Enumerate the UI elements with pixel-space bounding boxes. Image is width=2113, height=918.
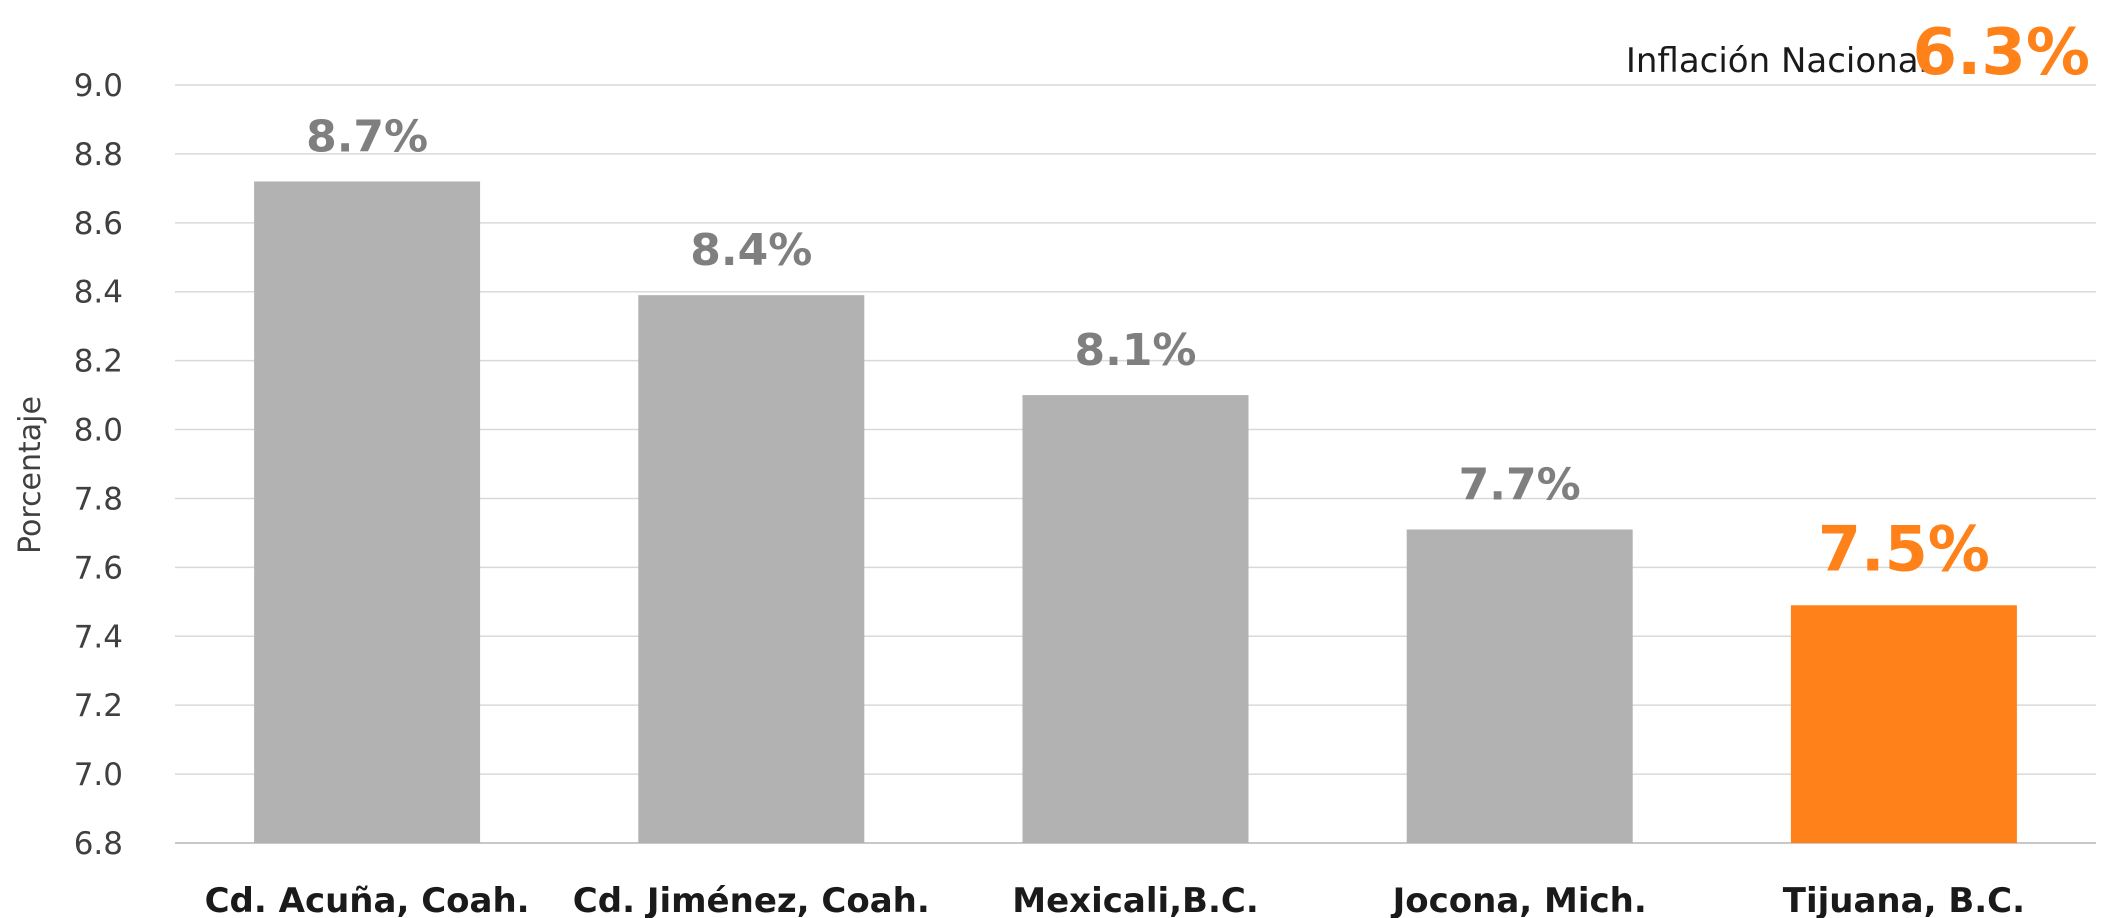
bars [254, 181, 2017, 844]
y-tick-label: 8.4 [74, 275, 123, 311]
bar [1406, 529, 1633, 843]
y-tick-label: 7.0 [74, 757, 123, 793]
x-axis-categories: Cd. Acuña, Coah. Cd. Jiménez, Coah. Mexica… [205, 881, 2025, 918]
data-labels: 8.7% 8.4% 8.1% 7.7% 7.5% [306, 111, 1990, 585]
y-tick-label: 7.8 [74, 481, 123, 517]
data-label: 7.5% [1818, 512, 1990, 585]
data-label: 8.7% [306, 111, 428, 162]
y-tick-label: 8.6 [74, 206, 123, 242]
category-label: Mexicali,B.C. [1012, 881, 1259, 918]
bar [1022, 395, 1249, 843]
national-inflation-label: Inflación Nacional [1626, 41, 1928, 81]
category-label: Cd. Jiménez, Coah. [573, 881, 930, 918]
category-label: Cd. Acuña, Coah. [205, 881, 530, 918]
y-tick-label: 7.2 [74, 688, 123, 724]
category-label: Jocona, Mich. [1391, 881, 1647, 918]
y-tick-label: 7.4 [74, 619, 123, 655]
y-tick-label: 6.8 [74, 826, 123, 862]
bar [254, 181, 481, 844]
bar-highlight [1790, 605, 2017, 843]
y-tick-label: 8.0 [74, 413, 123, 449]
bar [638, 295, 865, 843]
data-label: 7.7% [1459, 459, 1581, 510]
y-axis-label: Porcentaje [13, 396, 48, 554]
y-tick-label: 7.6 [74, 550, 123, 586]
national-inflation-value: 6.3% [1913, 16, 2091, 90]
data-label: 8.1% [1074, 325, 1196, 376]
y-axis-ticks: 6.8 7.0 7.2 7.4 7.6 7.8 8.0 8.2 8.4 8.6 8.8 9.0 [74, 68, 123, 862]
y-tick-label: 8.2 [74, 344, 123, 380]
y-tick-label: 9.0 [74, 68, 123, 104]
y-tick-label: 8.8 [74, 137, 123, 173]
category-label: Tijuana, B.C. [1783, 881, 2025, 918]
data-label: 8.4% [690, 225, 812, 276]
